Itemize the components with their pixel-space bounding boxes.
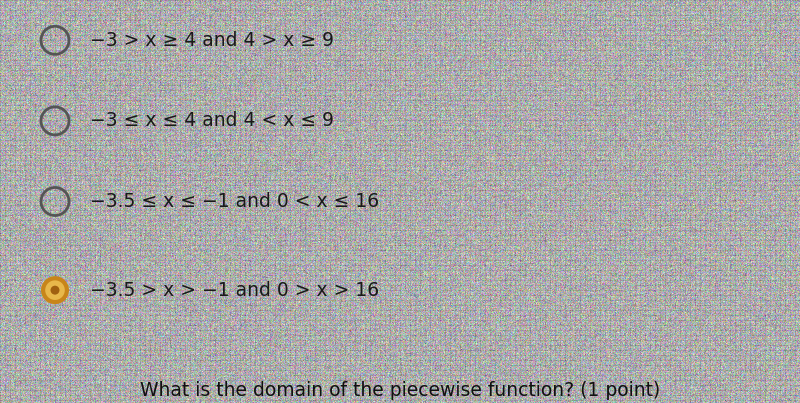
Text: What is the domain of the piecewise function? (1 point): What is the domain of the piecewise func… <box>140 381 660 400</box>
Text: −3.5 ≤ x ≤ −1 and 0 < x ≤ 16: −3.5 ≤ x ≤ −1 and 0 < x ≤ 16 <box>90 192 379 211</box>
Text: −3 ≤ x ≤ 4 and 4 < x ≤ 9: −3 ≤ x ≤ 4 and 4 < x ≤ 9 <box>90 111 334 131</box>
Circle shape <box>41 276 69 304</box>
Text: −3 > x ≥ 4 and 4 > x ≥ 9: −3 > x ≥ 4 and 4 > x ≥ 9 <box>90 31 334 50</box>
Text: −3.5 > x > −1 and 0 > x > 16: −3.5 > x > −1 and 0 > x > 16 <box>90 280 379 300</box>
Circle shape <box>50 286 59 295</box>
Circle shape <box>45 280 65 300</box>
